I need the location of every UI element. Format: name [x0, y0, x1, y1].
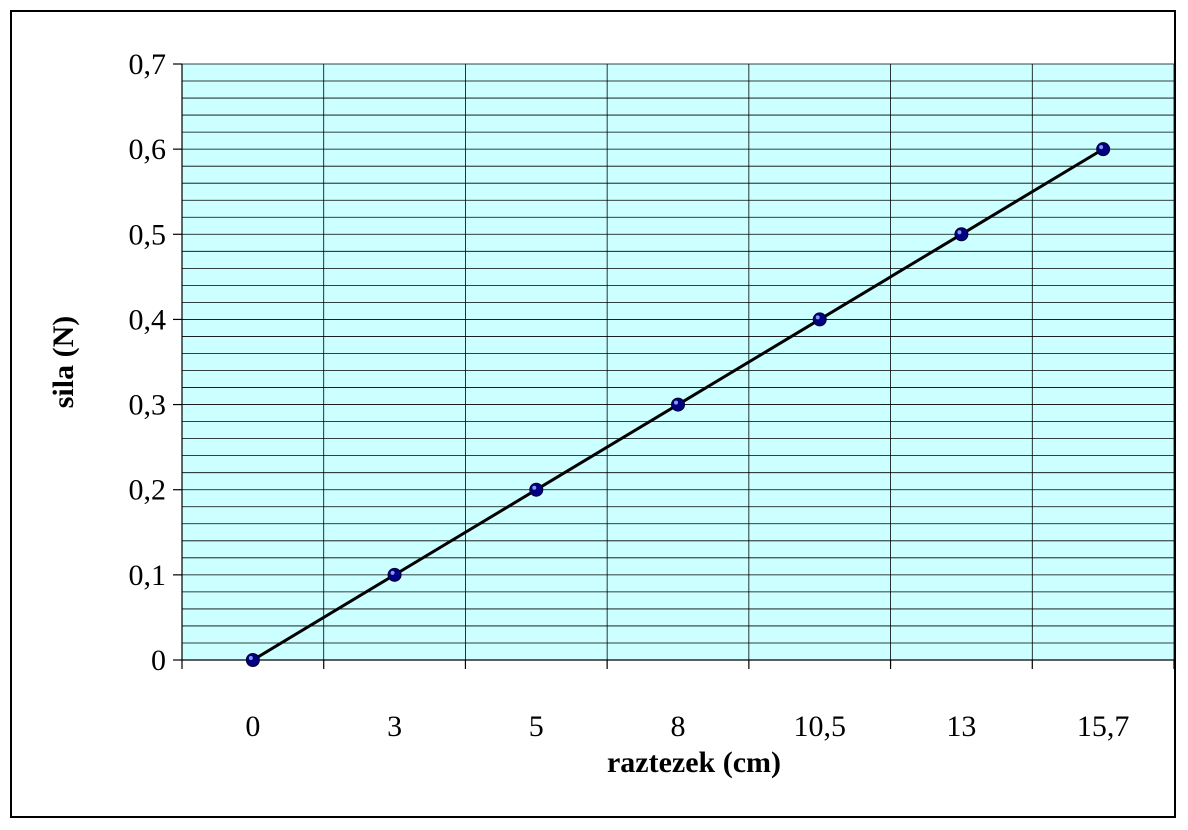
x-tick-label: 10,5 — [793, 710, 846, 743]
chart-frame: 0 0,1 0,2 0,3 0,4 0,5 0,6 0,7 0 3 5 8 10,5 13 15,7 ra… — [10, 10, 1176, 818]
y-tick-label: 0,7 — [129, 48, 167, 81]
data-point — [954, 227, 969, 242]
data-point-highlight — [1099, 145, 1104, 150]
x-axis-title: raztezek (cm) — [607, 746, 781, 779]
y-tick-label: 0 — [151, 644, 166, 677]
data-point-highlight — [957, 230, 962, 235]
data-point — [671, 397, 685, 412]
y-tick-label: 0,4 — [129, 303, 167, 336]
series-layer — [245, 142, 1111, 667]
data-point — [529, 482, 544, 497]
data-point — [1096, 142, 1111, 157]
x-tick-label: 5 — [529, 710, 544, 743]
data-point — [245, 653, 260, 667]
data-point-highlight — [815, 315, 820, 320]
data-point — [812, 312, 827, 327]
y-tick-label: 0,1 — [129, 559, 167, 592]
line-chart: 0 0,1 0,2 0,3 0,4 0,5 0,6 0,7 0 3 5 8 10,5 13 15,7 ra… — [47, 48, 1175, 779]
y-tick-label: 0,3 — [129, 389, 167, 422]
y-tick-label: 0,5 — [129, 218, 167, 251]
y-axis-title: sila (N) — [47, 316, 80, 409]
y-tick-label: 0,2 — [129, 474, 167, 507]
data-point-highlight — [390, 570, 395, 575]
x-tick-label: 0 — [245, 710, 260, 743]
x-tick-label: 13 — [946, 710, 976, 743]
y-tick-labels: 0 0,1 0,2 0,3 0,4 0,5 0,6 0,7 — [129, 48, 167, 677]
x-tick-labels: 0 3 5 8 10,5 13 15,7 — [245, 710, 1129, 743]
axes — [173, 63, 1175, 669]
plot-area — [182, 64, 1174, 660]
x-tick-label: 15,7 — [1077, 710, 1130, 743]
data-point-highlight — [674, 400, 678, 405]
y-tick-label: 0,6 — [129, 133, 167, 166]
data-point — [387, 567, 402, 582]
gridlines — [182, 63, 1175, 660]
x-tick-label: 8 — [671, 710, 686, 743]
data-point-highlight — [532, 485, 537, 490]
x-tick-label: 3 — [387, 710, 402, 743]
data-point-highlight — [248, 656, 253, 660]
